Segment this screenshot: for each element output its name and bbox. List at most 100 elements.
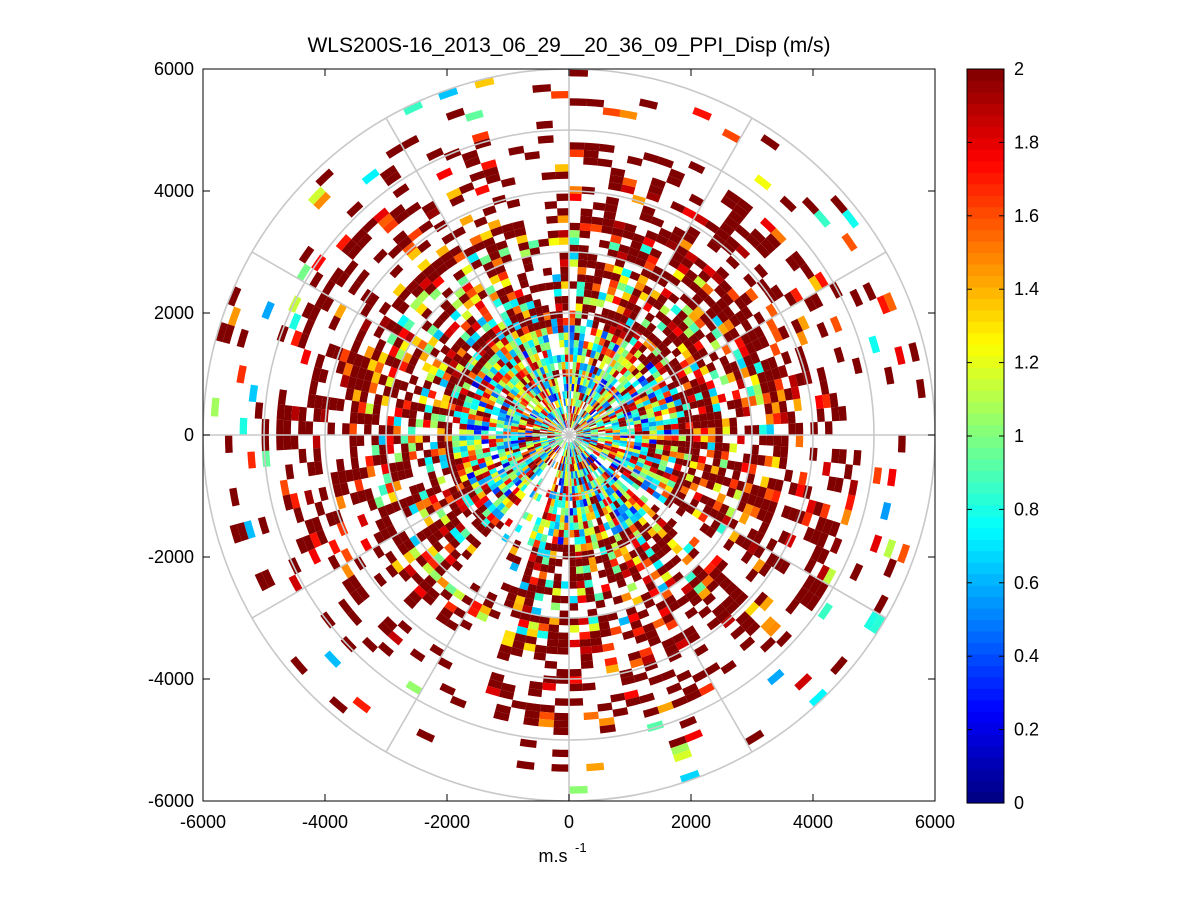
scan-cell: [805, 499, 817, 515]
scan-cell: [549, 617, 560, 626]
scan-cell: [557, 500, 563, 508]
scan-cell: [404, 391, 414, 402]
scan-cell: [408, 590, 423, 604]
scan-cell: [713, 450, 722, 460]
scan-cell: [628, 474, 637, 483]
scan-cell: [553, 727, 569, 736]
scan-cell: [527, 460, 535, 468]
scan-cell: [611, 421, 620, 426]
scan-cell: [869, 614, 886, 635]
scan-cell: [379, 528, 392, 542]
scan-cell: [703, 295, 716, 308]
scan-cell: [682, 625, 697, 638]
scan-cell: [623, 222, 637, 234]
scan-cell: [569, 244, 579, 253]
scan-cell: [529, 530, 538, 540]
scan-cell: [554, 445, 560, 453]
scan-cell: [569, 668, 582, 677]
scan-cell: [577, 259, 588, 268]
scan-cell: [424, 404, 433, 414]
scan-cell: [350, 457, 360, 470]
scan-cell: [393, 435, 401, 445]
scan-cell: [809, 447, 818, 462]
scan-cell: [776, 389, 786, 402]
scan-cell: [354, 479, 364, 492]
scan-cell: [528, 680, 543, 690]
scan-cell: [524, 635, 537, 645]
scan-cell: [705, 307, 717, 320]
scan-cell: [377, 351, 389, 365]
scan-cell: [473, 469, 483, 477]
scan-cell: [582, 476, 588, 484]
scan-cell: [787, 411, 796, 424]
scan-cell: [571, 485, 576, 494]
scan-cell: [579, 631, 591, 640]
scan-cell: [829, 537, 843, 555]
scan-cell: [532, 321, 541, 331]
scan-cell: [613, 458, 622, 465]
scan-cell: [618, 464, 627, 471]
scan-cell: [635, 461, 645, 468]
colorbar-band: [967, 390, 1004, 403]
scan-cell: [504, 342, 514, 353]
scan-cell: [583, 467, 589, 476]
scan-cell: [625, 696, 641, 708]
scan-cell: [830, 656, 848, 675]
scan-cell: [437, 414, 447, 422]
scan-cell: [374, 496, 385, 509]
scan-cell: [444, 304, 457, 316]
scan-cell: [634, 441, 642, 447]
scan-cell: [552, 587, 561, 596]
scan-cell: [562, 448, 566, 457]
scan-cell: [461, 456, 471, 464]
scan-cell: [544, 282, 554, 291]
scan-cell: [554, 712, 569, 721]
scan-cell: [559, 455, 564, 464]
scan-cell: [634, 478, 643, 487]
scan-cell: [530, 398, 538, 406]
scan-cell: [712, 482, 723, 493]
scan-cell: [624, 395, 633, 403]
scan-cell: [604, 656, 618, 667]
scan-cell: [526, 628, 539, 638]
scan-cell: [611, 295, 622, 306]
scan-cell: [472, 241, 486, 253]
scan-cell: [826, 476, 837, 492]
scan-cell: [433, 518, 445, 530]
scan-cell: [429, 643, 445, 657]
scan-cell: [573, 414, 577, 422]
scan-cell: [760, 134, 780, 151]
scan-cell: [582, 451, 589, 458]
scan-cell: [608, 325, 617, 335]
scan-cell: [464, 395, 474, 404]
scan-cell: [594, 268, 604, 278]
scan-cell: [592, 450, 600, 457]
scan-cell: [645, 486, 655, 496]
scan-cell: [525, 365, 533, 374]
scan-cell: [418, 277, 432, 291]
scan-cell: [529, 284, 539, 294]
scan-cell: [703, 397, 713, 407]
scan-cell: [569, 149, 584, 158]
scan-cell: [589, 511, 597, 520]
scan-cell: [408, 451, 418, 461]
scan-cell: [432, 375, 442, 386]
scan-cell: [561, 406, 565, 414]
scan-cell: [696, 375, 706, 386]
scan-cell: [548, 237, 560, 246]
scan-cell: [663, 560, 675, 572]
scan-cell: [349, 364, 361, 379]
scan-cell: [560, 354, 566, 363]
scan-cell: [574, 544, 582, 552]
scan-cell: [700, 427, 709, 435]
scan-cell: [672, 571, 685, 584]
scan-cell: [438, 407, 448, 416]
scan-cell: [450, 342, 461, 354]
scan-cell: [522, 375, 531, 384]
scan-cell: [706, 412, 715, 421]
scan-cell: [742, 406, 751, 417]
scan-cell: [487, 357, 497, 367]
scan-cell: [563, 413, 566, 421]
scan-cell: [575, 407, 580, 415]
scan-cell: [548, 371, 554, 380]
